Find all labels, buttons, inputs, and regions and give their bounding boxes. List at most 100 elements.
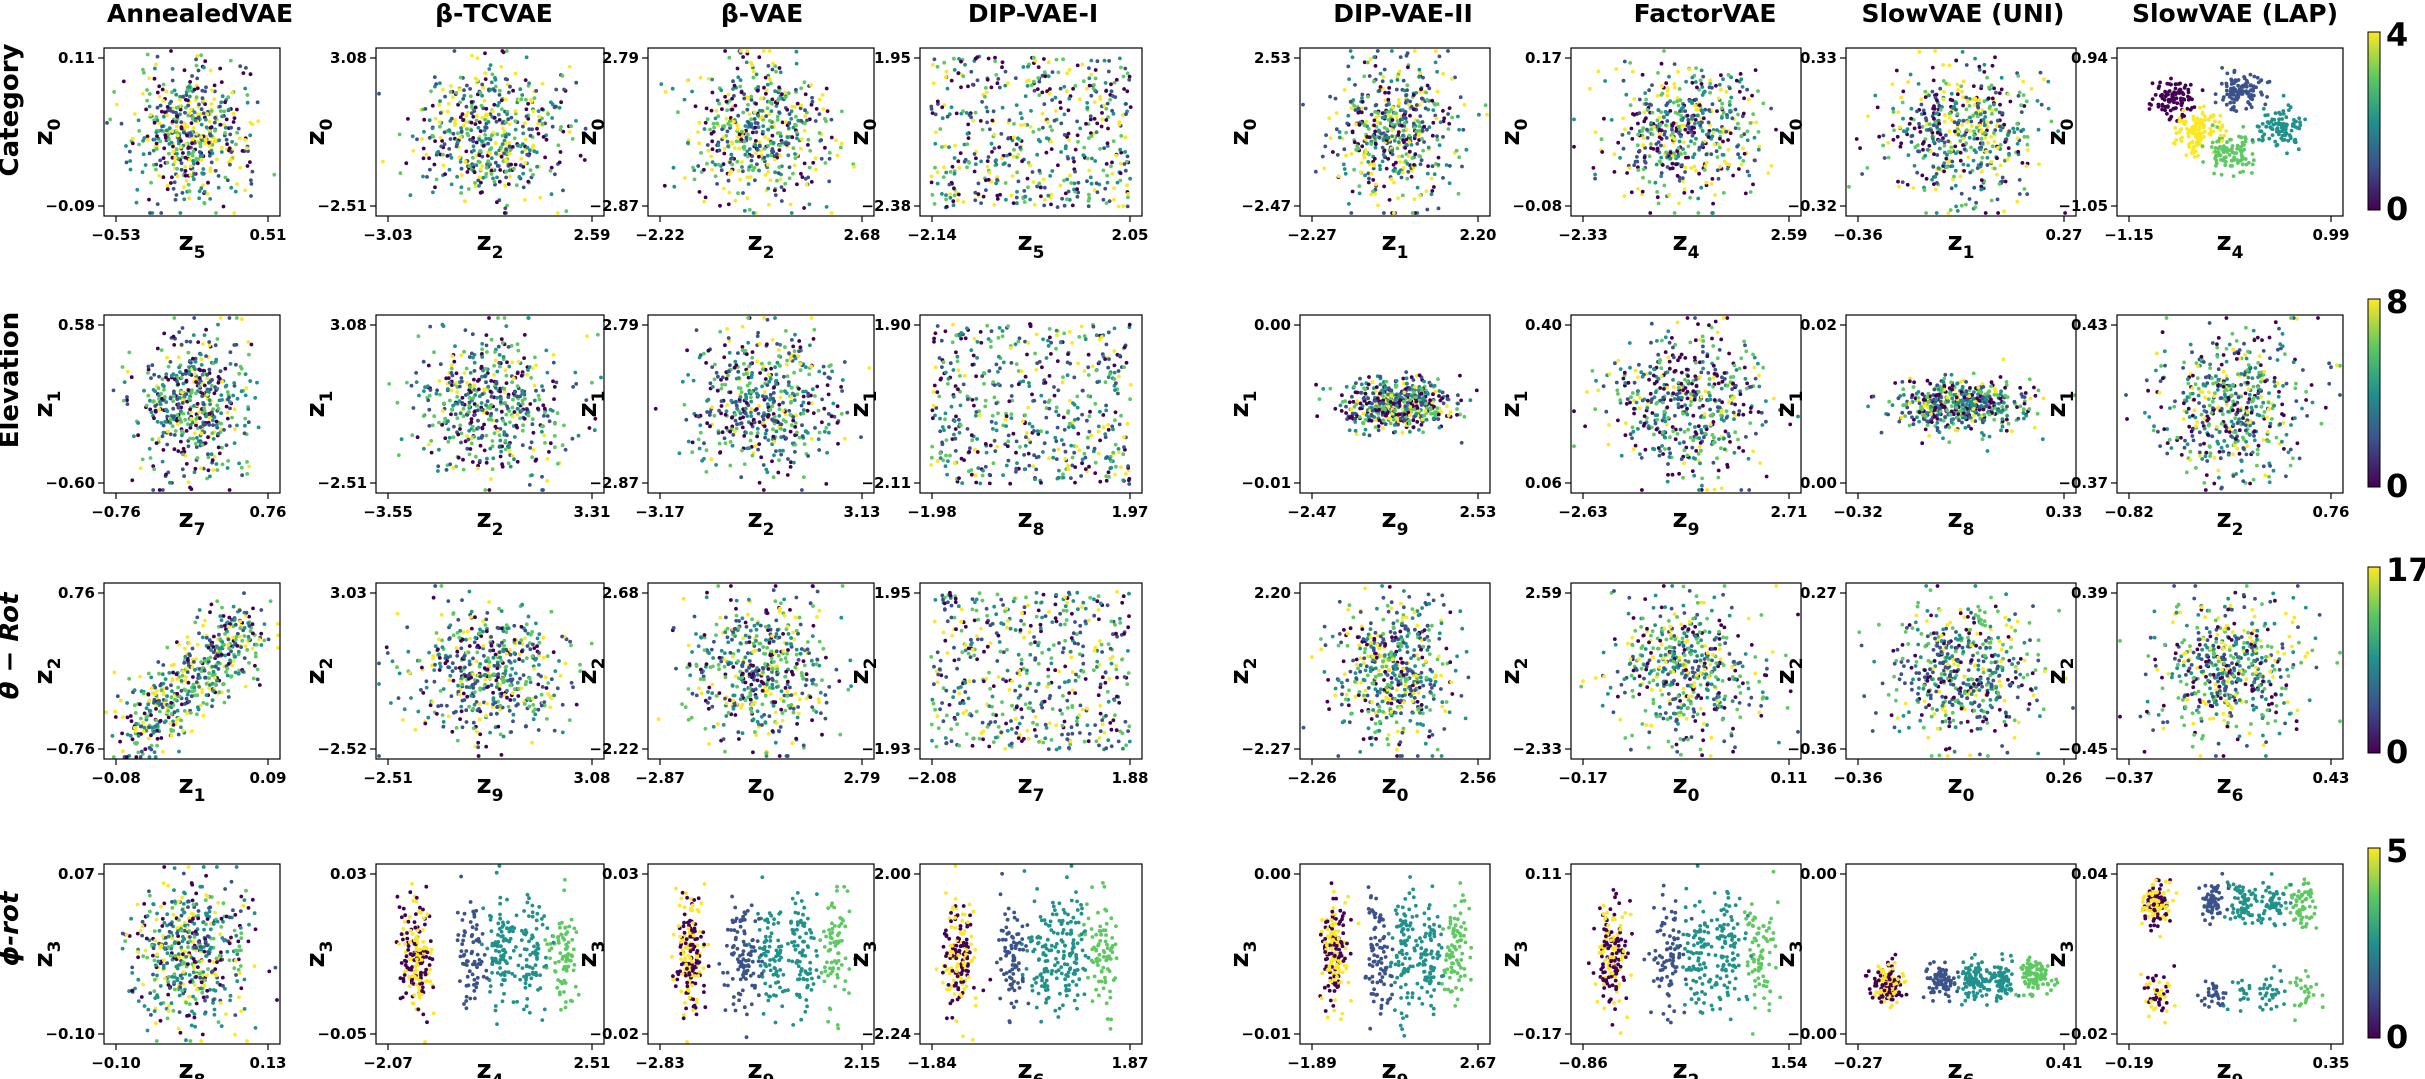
scatter-point: [829, 211, 834, 215]
scatter-point: [2221, 97, 2225, 102]
y-axis-label-subscript: 0: [317, 118, 337, 130]
scatter-point: [1983, 130, 1988, 135]
scatter-point: [457, 87, 462, 92]
scatter-point: [761, 124, 766, 128]
scatter-point: [741, 169, 745, 174]
scatter-point: [1668, 156, 1673, 161]
scatter-point: [745, 107, 750, 112]
scatter-point: [934, 130, 938, 135]
scatter-point: [204, 327, 208, 332]
scatter-point: [806, 143, 810, 147]
scatter-point: [248, 133, 253, 138]
scatter-point: [426, 442, 431, 447]
scatter-point: [1387, 86, 1392, 90]
scatter-point: [1387, 198, 1392, 202]
scatter-point: [726, 178, 731, 183]
scatter-point: [160, 459, 165, 464]
scatter-point: [152, 372, 157, 377]
scatter-point: [1075, 194, 1080, 199]
scatter-point: [127, 350, 132, 355]
scatter-point: [1756, 147, 1761, 152]
scatter-point: [1631, 69, 1635, 74]
scatter-point: [1444, 163, 1449, 167]
scatter-point: [194, 391, 198, 396]
scatter-point: [1925, 147, 1930, 152]
scatter-point: [202, 200, 207, 205]
scatter-point: [1680, 163, 1684, 167]
scatter-point: [1645, 108, 1650, 112]
scatter-point: [209, 109, 214, 113]
scatter-point: [952, 68, 957, 72]
scatter-point: [1627, 166, 1632, 170]
scatter-point: [2167, 89, 2172, 93]
scatter-point: [1406, 169, 1411, 174]
scatter-point: [228, 58, 233, 63]
scatter-point: [1683, 165, 1688, 170]
scatter-point: [1341, 162, 1346, 167]
scatter-point: [471, 155, 475, 160]
scatter-point: [808, 148, 813, 153]
scatter-point: [238, 136, 242, 141]
scatter-point: [722, 186, 726, 191]
scatter-point: [216, 174, 221, 178]
scatter-point: [1123, 135, 1128, 140]
scatter-point: [1935, 130, 1940, 135]
scatter-point: [827, 156, 832, 161]
scatter-point: [1120, 113, 1125, 117]
scatter-point: [944, 69, 949, 74]
scatter-point: [2015, 199, 2020, 204]
scatter-point: [1727, 103, 1732, 107]
scatter-point: [477, 184, 481, 188]
scatter-point: [231, 120, 236, 124]
scatter-point: [817, 97, 822, 102]
scatter-point: [725, 108, 729, 113]
scatter-point: [1953, 168, 1958, 173]
scatter-point: [1119, 150, 1124, 155]
scatter-point: [766, 137, 771, 142]
scatter-point: [449, 116, 454, 121]
scatter-point: [705, 143, 710, 147]
scatter-point: [513, 71, 518, 76]
scatter-point: [2281, 138, 2285, 142]
scatter-point: [794, 61, 799, 66]
scatter-point: [481, 144, 486, 148]
scatter-point: [1985, 75, 1989, 80]
scatter-point: [489, 133, 494, 138]
scatter-point: [745, 196, 750, 201]
scatter-point: [249, 194, 253, 198]
scatter-point: [1965, 120, 1970, 125]
scatter-point: [1993, 55, 1997, 60]
x-axis-label-base: z: [1948, 227, 1963, 257]
scatter-point: [1026, 185, 1030, 190]
scatter-point: [1737, 126, 1741, 131]
scatter-point: [152, 120, 157, 125]
scatter-point: [802, 80, 807, 85]
scatter-point: [966, 84, 970, 89]
scatter-point: [1930, 89, 1935, 94]
scatter-point: [222, 122, 226, 127]
scatter-point: [173, 155, 178, 160]
scatter-point: [2234, 94, 2239, 98]
scatter-point: [2021, 127, 2026, 132]
scatter-point: [235, 396, 240, 401]
scatter-point: [1434, 49, 1438, 53]
scatter-point: [124, 160, 129, 165]
scatter-point: [741, 55, 745, 59]
scatter-point: [1087, 83, 1092, 88]
scatter-point: [272, 172, 277, 177]
scatter-point: [1600, 150, 1605, 154]
scatter-point: [999, 132, 1004, 136]
scatter-point: [477, 153, 482, 158]
scatter-point: [174, 120, 179, 124]
scatter-point: [1711, 201, 1715, 206]
scatter-point: [152, 137, 157, 142]
scatter-point: [1405, 88, 1409, 92]
y-axis-label: z0: [301, 118, 337, 145]
scatter-point: [174, 193, 179, 197]
scatter-point: [1873, 93, 1878, 98]
scatter-point: [1676, 103, 1681, 108]
scatter-point: [199, 135, 204, 139]
scatter-point: [1368, 57, 1373, 62]
scatter-point: [1457, 127, 1461, 132]
scatter-point: [538, 195, 543, 200]
